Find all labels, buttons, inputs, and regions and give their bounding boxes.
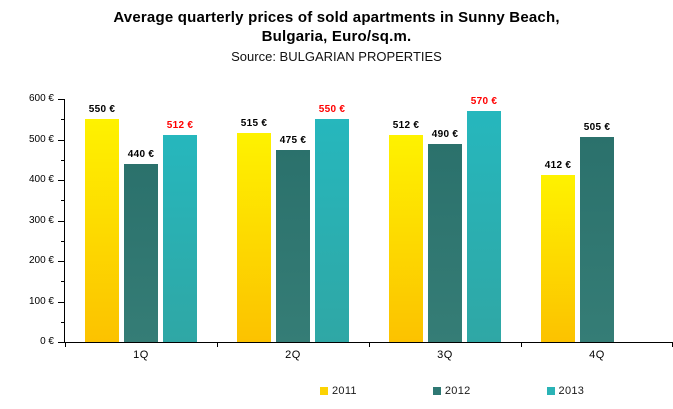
x-axis-tick	[217, 342, 218, 347]
bar-value-label: 570 €	[470, 96, 498, 108]
legend-item-2013: 2013	[546, 385, 585, 397]
bar-value-label: 412 €	[544, 160, 572, 172]
chart-source: Source: BULGARIAN PROPERTIES	[231, 49, 442, 64]
bar-2011-3Q: 512 €	[389, 120, 423, 342]
bar-slot-2011-4Q: 412 €	[541, 160, 575, 342]
bar-2013-1Q: 512 €	[163, 120, 197, 342]
x-axis-category-label: 2Q	[285, 349, 301, 361]
bar-2012-4Q: 505 €	[580, 122, 614, 342]
y-axis-major-tick	[58, 261, 64, 262]
x-axis-tick	[369, 342, 370, 347]
legend: 2011 2012 2013	[320, 385, 584, 397]
bar-2011-4Q: 412 €	[541, 160, 575, 342]
y-axis-tick-label: 100 €	[28, 295, 54, 307]
bar-2012-1Q: 440 €	[124, 149, 158, 342]
bar-value-label: 505 €	[583, 122, 611, 134]
bar-2013-3Q: 570 €	[467, 96, 501, 342]
y-axis-minor-tick	[61, 240, 64, 242]
bar-2013-2Q: 550 €	[315, 104, 349, 342]
legend-item-2011: 2011	[320, 385, 357, 397]
legend-label: 2012	[444, 385, 471, 397]
y-axis-major-tick	[58, 220, 64, 222]
bar-slot-2012-4Q: 505 €	[580, 122, 614, 342]
bar-2011-2Q: 515 €	[237, 118, 271, 342]
bar-slot-2012-1Q: 440 €	[124, 149, 158, 342]
bar-slot-2012-2Q: 475 €	[276, 135, 310, 342]
chart-title-line2: Bulgaria, Euro/sq.m.	[261, 28, 412, 45]
bar-slot-2011-2Q: 515 €	[237, 118, 271, 342]
bar-group-2Q: 515 € 475 € 550 €	[217, 99, 369, 342]
bar-value-label: 550 €	[318, 104, 346, 116]
bar-value-label: 515 €	[240, 118, 268, 130]
x-axis-category-label: 3Q	[437, 349, 453, 361]
y-axis-tick-label: 600 €	[28, 93, 54, 104]
bar-value-label: 550 €	[88, 104, 116, 116]
bar-value-label: 490 €	[431, 128, 459, 140]
x-axis-category-label: 4Q	[589, 349, 605, 361]
bar-2011-1Q: 550 €	[85, 104, 119, 342]
legend-label: 2013	[558, 385, 585, 397]
bar-group-3Q: 512 € 490 € 570 €	[369, 96, 521, 342]
y-axis-tick-label: 500 €	[28, 133, 54, 145]
bar-value-label: 512 €	[392, 119, 420, 131]
bar-slot-2013-2Q: 550 €	[315, 104, 349, 342]
legend-swatch-icon	[320, 387, 328, 395]
plot-area: 550 € 440 € 512 € 1Q 515 € 475 € 550 € 2Q 512 € 4…	[58, 96, 673, 361]
y-axis-tick-label: 400 €	[28, 174, 54, 185]
legend-item-2012: 2012	[432, 385, 471, 397]
y-axis-minor-tick	[61, 281, 64, 283]
bar-2012-2Q: 475 €	[276, 135, 310, 342]
y-axis-major-tick	[58, 301, 64, 303]
legend-swatch-icon	[546, 387, 555, 395]
y-axis-minor-tick	[61, 200, 64, 202]
y-axis-minor-tick	[61, 119, 64, 121]
bar-value-label: 512 €	[166, 119, 194, 131]
bar-2012-3Q: 490 €	[428, 129, 462, 342]
chart-title-line1: Average quarterly prices of sold apartme…	[113, 9, 560, 26]
y-axis-tick-label: 0 €	[40, 336, 54, 347]
y-axis-tick-label: 300 €	[28, 214, 54, 226]
bar-value-label: 440 €	[127, 148, 155, 160]
legend-label: 2011	[332, 385, 357, 397]
y-axis-major-tick	[58, 139, 64, 141]
bar-group-4Q: 412 € 505 €	[521, 99, 673, 342]
y-axis-major-tick	[58, 342, 64, 343]
y-axis-tick-label: 200 €	[28, 255, 54, 266]
x-axis-tick	[521, 342, 522, 347]
y-axis-major-tick	[58, 99, 64, 100]
legend-swatch-icon	[432, 387, 441, 395]
y-axis-minor-tick	[61, 321, 64, 323]
bar-slot-2011-3Q: 512 €	[389, 120, 423, 342]
bar-slot-2011-1Q: 550 €	[85, 104, 119, 342]
chart-header: Average quarterly prices of sold apartme…	[0, 8, 673, 65]
bar-slot-2013-1Q: 512 €	[163, 120, 197, 342]
y-axis-major-tick	[58, 180, 64, 181]
bar-group-1Q: 550 € 440 € 512 €	[65, 99, 217, 342]
bar-slot-2012-3Q: 490 €	[428, 129, 462, 342]
x-axis-category-label: 1Q	[133, 349, 149, 361]
bar-value-label: 475 €	[279, 134, 307, 146]
x-axis-tick	[65, 342, 66, 347]
y-axis-minor-tick	[61, 159, 64, 161]
bar-slot-2013-3Q: 570 €	[467, 96, 501, 342]
